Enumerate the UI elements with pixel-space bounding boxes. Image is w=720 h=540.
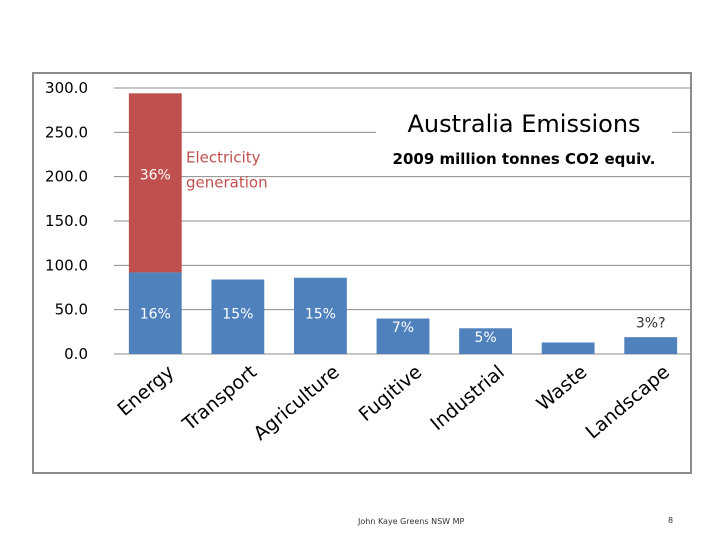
bar-waste <box>541 342 595 354</box>
bar-landscape <box>624 337 678 354</box>
stack-label-line1: Electricity <box>186 148 261 166</box>
bar-agriculture <box>294 277 347 354</box>
x-tick-label-waste: Waste <box>533 361 592 415</box>
segment-percent-label: 16% <box>140 307 171 323</box>
y-tick-label: 300.0 <box>45 79 88 97</box>
segment-percent-label: 15% <box>222 307 253 323</box>
x-tick-label-industrial: Industrial <box>426 361 508 435</box>
stack-percent-label: 36% <box>140 168 171 184</box>
footer-credit: John Kaye Greens NSW MP <box>358 517 465 526</box>
page-number: 8 <box>668 516 674 525</box>
x-tick-label-energy: Energy <box>113 361 178 421</box>
stack-label-line2: generation <box>186 173 268 191</box>
chart-frame: 300.0 250.0 200.0 150.0 100.0 50.0 0.0 Australi… <box>32 72 692 474</box>
y-tick-label: 150.0 <box>45 212 88 230</box>
segment-percent-label: 3%? <box>636 315 666 331</box>
bar-transport <box>211 279 265 354</box>
bar-stack-energy <box>128 93 182 273</box>
x-tick-label-landscape: Landscape <box>582 361 674 443</box>
segment-percent-label: 7% <box>392 320 414 336</box>
y-tick-label: 250.0 <box>45 123 88 141</box>
title-backdrop <box>376 106 672 176</box>
x-tick-label-agriculture: Agriculture <box>249 361 343 445</box>
segment-percent-label: 15% <box>305 307 336 323</box>
y-tick-label: 200.0 <box>45 168 88 186</box>
chart-title: Australia Emissions <box>407 110 640 138</box>
bar-energy <box>128 272 182 354</box>
y-tick-label: 100.0 <box>45 256 88 274</box>
y-tick-label: 50.0 <box>55 301 88 319</box>
segment-percent-label: 5% <box>474 330 496 346</box>
x-tick-label-transport: Transport <box>178 361 261 436</box>
x-tick-label-fugitive: Fugitive <box>355 361 427 426</box>
bar-industrial <box>459 328 512 354</box>
emissions-chart: 300.0 250.0 200.0 150.0 100.0 50.0 0.0 Australi… <box>45 79 692 445</box>
bar-fugitive <box>376 318 430 354</box>
chart-subtitle: 2009 million tonnes CO2 equiv. <box>393 150 656 168</box>
y-tick-label: 0.0 <box>64 345 88 363</box>
